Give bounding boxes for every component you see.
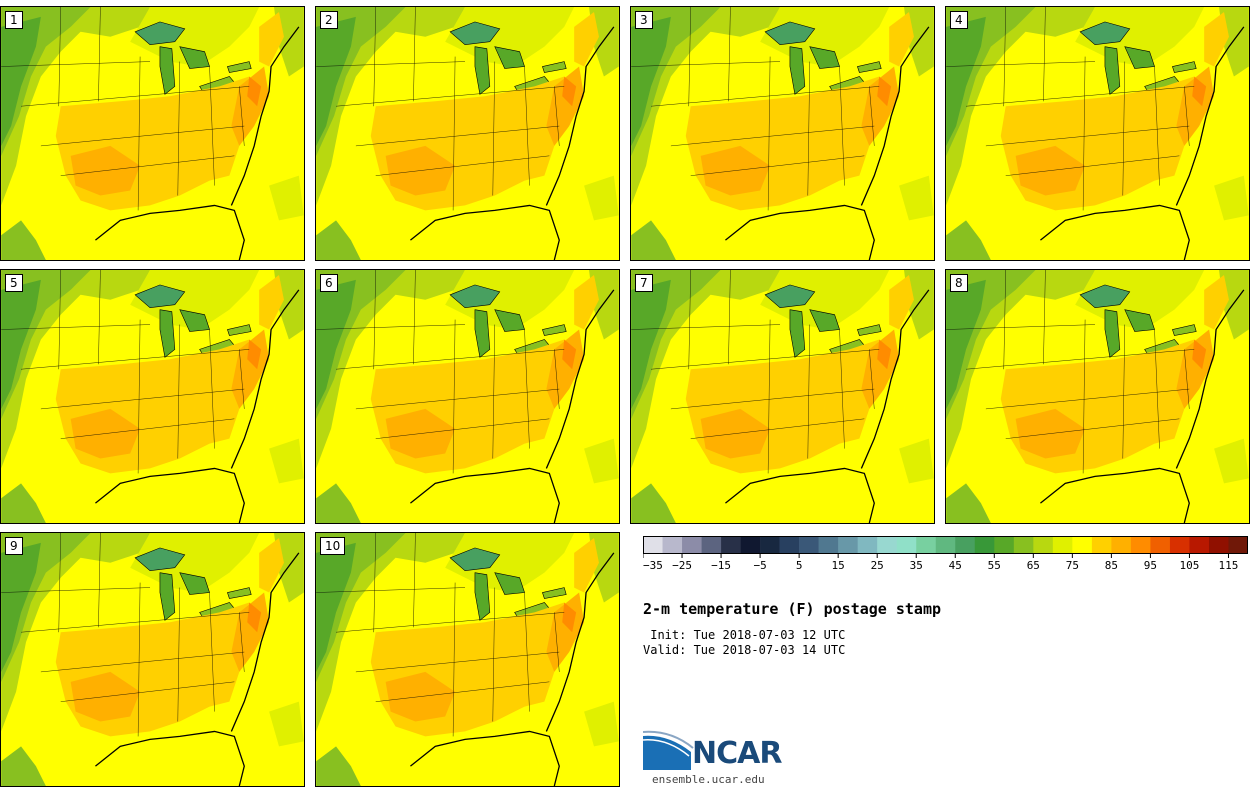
- member-label: 3: [635, 11, 653, 29]
- member-label: 6: [320, 274, 338, 292]
- colorbar-swatch: [662, 536, 683, 554]
- colorbar-swatch: [916, 536, 937, 554]
- colorbar-swatch: [1033, 536, 1054, 554]
- site-url: ensemble.ucar.edu: [652, 773, 765, 786]
- logo-text: NCAR: [692, 736, 782, 771]
- colorbar-tick-label: 105: [1180, 559, 1200, 572]
- colorbar-swatch: [643, 536, 663, 554]
- ensemble-member-map: 1: [0, 6, 305, 261]
- map-image: [1, 533, 304, 786]
- map-image: [1, 7, 304, 260]
- colorbar-swatch: [838, 536, 858, 554]
- colorbar-swatch: [1189, 536, 1210, 554]
- member-label: 2: [320, 11, 338, 29]
- ensemble-member-map: 3: [630, 6, 935, 261]
- colorbar-tick-label: 15: [832, 559, 845, 572]
- colorbar-swatch: [994, 536, 1015, 554]
- colorbar-swatch: [1150, 536, 1171, 554]
- colorbar-border: [643, 536, 1248, 554]
- ensemble-member-map: 2: [315, 6, 620, 261]
- ncar-logo-icon: [643, 730, 694, 770]
- member-label: 9: [5, 537, 23, 555]
- map-image: [631, 270, 934, 523]
- colorbar-tick-label: 35: [910, 559, 923, 572]
- colorbar-tick-label: 115: [1219, 559, 1239, 572]
- map-image: [316, 270, 619, 523]
- colorbar-swatch: [857, 536, 878, 554]
- colorbar-swatch: [974, 536, 995, 554]
- map-image: [946, 7, 1249, 260]
- colorbar-swatch: [799, 536, 819, 554]
- colorbar-swatch: [955, 536, 976, 554]
- colorbar-tick-label: −35: [643, 559, 663, 572]
- map-image: [316, 7, 619, 260]
- ensemble-member-map: 6: [315, 269, 620, 524]
- colorbar-swatch: [1052, 536, 1073, 554]
- colorbar-swatch: [818, 536, 839, 554]
- member-label: 8: [950, 274, 968, 292]
- member-label: 1: [5, 11, 23, 29]
- colorbar-swatch: [1208, 536, 1229, 554]
- init-time: Init: Tue 2018-07-03 12 UTC: [643, 628, 846, 642]
- temperature-colorbar: [643, 536, 1248, 554]
- plot-title: 2-m temperature (F) postage stamp: [643, 600, 942, 618]
- member-label: 5: [5, 274, 23, 292]
- member-label: 10: [320, 537, 346, 555]
- valid-time: Valid: Tue 2018-07-03 14 UTC: [643, 643, 846, 657]
- colorbar-swatch: [1228, 536, 1248, 554]
- colorbar-swatch: [1072, 536, 1093, 554]
- map-image: [316, 533, 619, 786]
- member-label: 7: [635, 274, 653, 292]
- colorbar-swatch: [1091, 536, 1112, 554]
- colorbar-tick-label: 25: [871, 559, 884, 572]
- map-image: [946, 270, 1249, 523]
- ensemble-member-map: 4: [945, 6, 1250, 261]
- colorbar-tick-labels: −35 −25 −15 −5 5 15 25 35 45 55 65 75 85 95 105 115: [643, 554, 1239, 572]
- colorbar-tick-label: 55: [988, 559, 1001, 572]
- colorbar-swatch: [896, 536, 917, 554]
- colorbar-swatch: [1169, 536, 1190, 554]
- colorbar-swatch: [682, 536, 702, 554]
- colorbar-tick-label: −25: [672, 559, 692, 572]
- colorbar-tick-label: 75: [1066, 559, 1079, 572]
- colorbar-tick-label: 45: [949, 559, 962, 572]
- colorbar-tick-label: 5: [796, 559, 803, 572]
- ensemble-member-map: 8: [945, 269, 1250, 524]
- colorbar-tick-label: 95: [1144, 559, 1157, 572]
- colorbar-swatch: [1111, 536, 1132, 554]
- ensemble-member-map: 9: [0, 532, 305, 787]
- colorbar-swatch: [1013, 536, 1034, 554]
- colorbar-swatch: [877, 536, 898, 554]
- ensemble-member-map: 5: [0, 269, 305, 524]
- colorbar-swatch: [935, 536, 956, 554]
- colorbar-tick-label: 85: [1105, 559, 1118, 572]
- colorbar-swatch: [701, 536, 722, 554]
- map-image: [1, 270, 304, 523]
- colorbar-swatch: [760, 536, 780, 554]
- colorbar-tick-label: 65: [1027, 559, 1040, 572]
- colorbar-swatch: [779, 536, 800, 554]
- member-label: 4: [950, 11, 968, 29]
- colorbar-swatch: [1130, 536, 1151, 554]
- map-image: [631, 7, 934, 260]
- colorbar-swatch: [721, 536, 741, 554]
- colorbar-tick-label: −15: [711, 559, 731, 572]
- ensemble-member-map: 7: [630, 269, 935, 524]
- colorbar-tick-label: −5: [753, 559, 766, 572]
- colorbar-swatch: [740, 536, 761, 554]
- ensemble-member-map: 10: [315, 532, 620, 787]
